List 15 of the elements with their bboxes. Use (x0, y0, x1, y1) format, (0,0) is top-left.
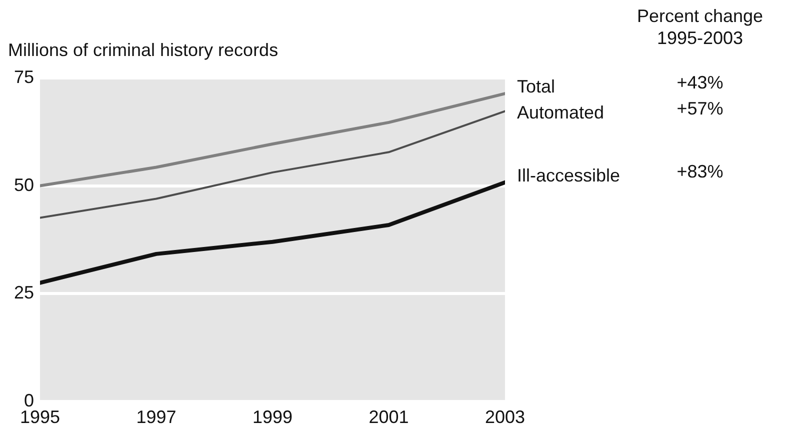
x-tick-label: 2003 (484, 407, 526, 428)
text: Percent change 1995-2003 (636, 6, 764, 48)
text: +83% (676, 161, 724, 182)
text: +57% (676, 98, 724, 118)
series-label: Automated (517, 102, 604, 122)
x-tick-label: 1999 (252, 407, 293, 428)
text: +43% (676, 72, 724, 92)
y-tick-label: 75 (14, 66, 34, 87)
x-tick-label: 2001 (368, 407, 409, 428)
y-tick-label: 50 (14, 174, 34, 195)
y-tick-label: 25 (14, 282, 34, 303)
series-label: Ill-accessible (517, 165, 620, 186)
x-tick-label: 1997 (136, 407, 176, 428)
y-axis-title: Millions of criminal history records (8, 40, 278, 60)
series-label: Total (517, 76, 556, 96)
